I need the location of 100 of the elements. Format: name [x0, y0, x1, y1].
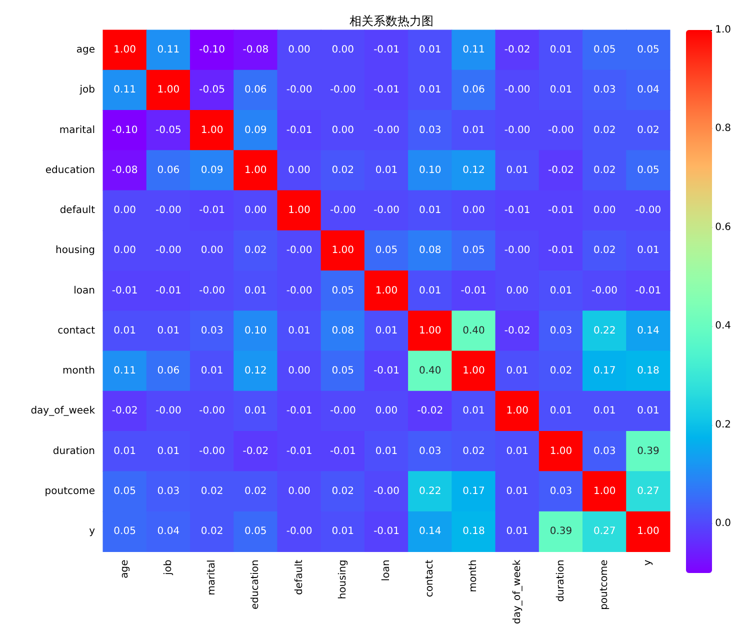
data-label: -0.00 [199, 446, 225, 457]
data-label: 0.00 [288, 164, 310, 176]
data-label: 0.01 [114, 446, 136, 457]
data-label: 0.05 [244, 526, 267, 538]
color-bar-label: 0.8 [715, 123, 732, 134]
data-label: 0.03 [418, 446, 442, 457]
data-label: 0.12 [462, 164, 485, 176]
data-label: 0.01 [375, 164, 398, 176]
data-label: 0.02 [637, 124, 660, 136]
x-tick-label: job [162, 560, 174, 576]
data-label: -0.01 [374, 366, 400, 377]
data-label: -0.00 [504, 245, 530, 256]
data-label: 0.06 [244, 84, 267, 96]
data-label: -0.00 [286, 526, 312, 538]
data-label: -0.00 [374, 124, 400, 136]
data-label: 0.04 [637, 84, 660, 96]
data-label: -0.00 [374, 205, 400, 216]
data-label: 0.02 [332, 164, 354, 176]
data-label: 0.09 [244, 124, 267, 136]
y-tick-label: job [78, 84, 95, 96]
data-label: -0.02 [112, 406, 138, 417]
data-label: 1.00 [593, 486, 616, 497]
data-label: -0.01 [286, 124, 312, 136]
data-label: 0.00 [462, 205, 485, 216]
x-tick-label: default [294, 560, 305, 595]
data-label: 0.00 [332, 124, 354, 136]
data-label: 1.00 [200, 124, 224, 136]
data-label: 0.02 [332, 486, 354, 497]
y-tick-label: loan [74, 285, 95, 296]
data-label: 0.04 [157, 526, 180, 538]
data-label: 0.03 [157, 486, 180, 497]
x-tick-label: duration [555, 560, 566, 602]
color-bar-label: 0.0 [715, 518, 732, 530]
data-label: 0.27 [593, 526, 616, 538]
data-label: 0.00 [288, 366, 310, 377]
data-label: -0.00 [330, 84, 356, 96]
data-label: -0.00 [548, 124, 574, 136]
data-label: -0.00 [504, 124, 530, 136]
data-label: 0.01 [506, 164, 528, 176]
data-label: -0.00 [155, 406, 182, 417]
data-label: 0.27 [637, 486, 660, 497]
data-label: -0.01 [374, 526, 400, 538]
data-label: -0.01 [199, 205, 225, 216]
data-label: 0.00 [200, 245, 224, 256]
data-label: 0.06 [462, 84, 485, 96]
data-label: -0.01 [374, 84, 400, 96]
data-label: -0.02 [504, 44, 530, 56]
data-label: 0.17 [593, 366, 616, 377]
data-label: 0.01 [157, 325, 180, 336]
data-label: -0.00 [286, 84, 312, 96]
data-label: 0.05 [114, 486, 136, 497]
y-tick-label: month [62, 366, 95, 377]
data-label: 1.00 [462, 366, 485, 377]
data-label: 1.00 [157, 84, 180, 96]
data-label: 0.00 [288, 44, 310, 56]
data-label: 0.05 [332, 366, 354, 377]
y-tick-label: age [76, 44, 95, 56]
data-label: 0.39 [637, 446, 660, 457]
y-tick-label: duration [52, 446, 95, 457]
data-label: 0.00 [506, 285, 528, 296]
data-label: 1.00 [114, 44, 136, 56]
data-label: 0.09 [200, 164, 224, 176]
data-label: 0.01 [332, 526, 354, 538]
data-label: 0.01 [637, 245, 660, 256]
data-label: 0.01 [288, 325, 310, 336]
data-label: -0.00 [330, 406, 356, 417]
data-label: 0.01 [506, 366, 528, 377]
data-label: 1.00 [332, 245, 354, 256]
y-tick-label: contact [58, 325, 96, 336]
data-label: 0.01 [114, 325, 136, 336]
data-label: 0.01 [550, 84, 572, 96]
data-label: 0.03 [200, 325, 224, 336]
data-label: 1.00 [506, 406, 528, 417]
data-label: 0.14 [418, 526, 442, 538]
data-label: 0.00 [593, 205, 616, 216]
data-label: -0.02 [242, 446, 269, 457]
y-tick-label: day_of_week [30, 406, 96, 417]
data-label: 0.40 [418, 366, 442, 377]
data-label: -0.00 [330, 205, 356, 216]
data-label: -0.00 [286, 285, 312, 296]
x-tick-label: age [119, 560, 130, 578]
data-label: 0.01 [506, 446, 528, 457]
data-label: -0.01 [286, 406, 312, 417]
data-label: 0.02 [593, 124, 616, 136]
data-label: -0.00 [286, 245, 312, 256]
x-tick-label: marital [206, 560, 218, 596]
y-tick-label: y [89, 526, 96, 538]
data-label: 0.01 [462, 124, 485, 136]
data-label: 0.05 [375, 245, 398, 256]
data-label: -0.01 [548, 205, 574, 216]
data-label: 0.03 [550, 486, 572, 497]
data-label: 0.01 [375, 325, 398, 336]
data-label: 0.00 [114, 245, 136, 256]
data-label: 0.00 [288, 486, 310, 497]
data-label: 0.01 [550, 44, 572, 56]
data-label: 0.03 [593, 446, 616, 457]
x-tick-label: poutcome [599, 560, 610, 610]
data-label: 0.01 [593, 406, 616, 417]
color-bar-label: 0.6 [715, 222, 732, 233]
data-label: 1.00 [244, 164, 267, 176]
